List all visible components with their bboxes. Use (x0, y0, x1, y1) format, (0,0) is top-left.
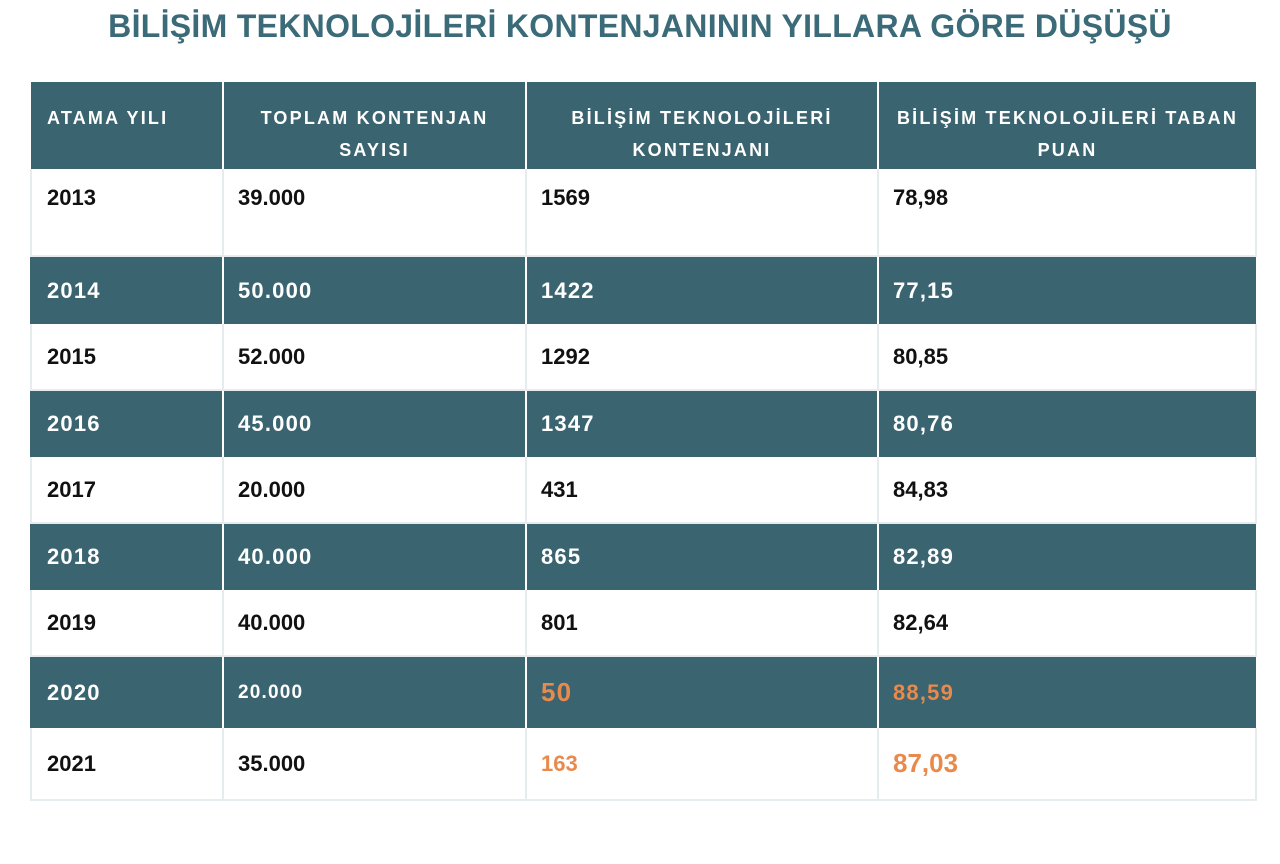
cell-total: 40.000 (223, 590, 527, 657)
cell-bt-quota: 1292 (526, 324, 879, 391)
cell-total: 20.000 (223, 457, 527, 524)
cell-bt-quota: 1569 (526, 169, 879, 257)
cell-bt-score: 84,83 (878, 457, 1257, 524)
table-row: 2016 45.000 1347 80,76 (30, 390, 1256, 457)
cell-total: 52.000 (223, 324, 527, 391)
cell-bt-quota: 50 (526, 656, 879, 728)
table-row: 2015 52.000 1292 80,85 (30, 324, 1257, 391)
cell-year: 2015 (30, 324, 224, 391)
cell-bt-quota: 801 (526, 590, 879, 657)
table-row: 2020 20.000 50 88,59 (30, 656, 1256, 728)
table-header-row: ATAMA YILI TOPLAM KONTENJAN SAYISI BİLİŞ… (31, 82, 1256, 169)
cell-year: 2019 (30, 590, 224, 657)
cell-bt-score: 87,03 (878, 728, 1257, 801)
cell-bt-score: 77,15 (878, 256, 1256, 324)
cell-bt-quota: 431 (526, 457, 879, 524)
header-bt-kontenjani: BİLİŞİM TEKNOLOJİLERİ KONTENJANI (526, 82, 879, 169)
table-row: 2021 35.000 163 87,03 (30, 728, 1257, 801)
table-row: 2017 20.000 431 84,83 (30, 457, 1257, 524)
table-row: 2013 39.000 1569 78,98 (30, 169, 1257, 257)
cell-year: 2021 (30, 728, 224, 801)
quota-table: ATAMA YILI TOPLAM KONTENJAN SAYISI BİLİŞ… (30, 82, 1257, 801)
cell-bt-score: 80,85 (878, 324, 1257, 391)
cell-year: 2016 (30, 390, 224, 457)
cell-year: 2014 (30, 256, 224, 324)
cell-total: 39.000 (223, 169, 527, 257)
cell-bt-score: 82,89 (878, 523, 1256, 590)
cell-bt-score: 80,76 (878, 390, 1256, 457)
header-atama-yili: ATAMA YILI (31, 82, 224, 169)
cell-total: 35.000 (223, 728, 527, 801)
table-row: 2019 40.000 801 82,64 (30, 590, 1257, 657)
header-bt-taban-puan: BİLİŞİM TEKNOLOJİLERİ TABAN PUAN (878, 82, 1256, 169)
cell-bt-quota: 163 (526, 728, 879, 801)
header-toplam-kontenjan: TOPLAM KONTENJAN SAYISI (223, 82, 527, 169)
cell-total: 50.000 (223, 256, 527, 324)
cell-total: 40.000 (223, 523, 527, 590)
cell-year: 2017 (30, 457, 224, 524)
cell-bt-quota: 1422 (526, 256, 879, 324)
page-title: BİLİŞİM TEKNOLOJİLERİ KONTENJANININ YILL… (108, 8, 1172, 44)
cell-bt-quota: 1347 (526, 390, 879, 457)
table-row: 2014 50.000 1422 77,15 (30, 256, 1256, 324)
cell-year: 2020 (30, 656, 224, 728)
cell-bt-score: 82,64 (878, 590, 1257, 657)
table-row: 2018 40.000 865 82,89 (30, 523, 1256, 590)
cell-year: 2013 (30, 169, 224, 257)
cell-bt-score: 88,59 (878, 656, 1256, 728)
cell-total: 20.000 (223, 656, 527, 728)
cell-total: 45.000 (223, 390, 527, 457)
cell-bt-score: 78,98 (878, 169, 1257, 257)
cell-year: 2018 (30, 523, 224, 590)
cell-bt-quota: 865 (526, 523, 879, 590)
